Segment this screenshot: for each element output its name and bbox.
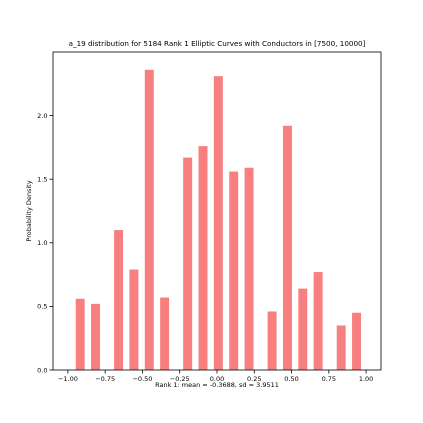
x-tick-label: 0.75 [322,375,336,383]
bar [313,272,323,370]
y-axis-ticks: 0.0 0.5 1.0 1.5 2.0 [37,112,53,374]
x-tick-label: −1.00 [58,375,78,383]
bar [336,325,346,370]
y-axis-label: Probability Density [25,180,33,241]
y-tick-label: 0.0 [37,366,47,374]
bar [244,167,254,370]
x-tick-label: −0.25 [170,375,190,383]
bar [229,171,239,370]
bar [282,125,292,370]
x-tick-label: 0.25 [247,375,261,383]
bar [129,269,139,370]
x-tick-label: −0.50 [132,375,152,383]
bar [198,146,208,370]
chart-title: a_19 distribution for 5184 Rank 1 Ellipt… [69,39,366,48]
bar [91,303,100,370]
bar [75,298,85,370]
bar [160,297,170,370]
x-tick-label: 1.00 [359,375,373,383]
x-tick-label: 0.00 [210,375,224,383]
y-tick-label: 1.5 [37,176,47,184]
plot-frame [52,51,382,371]
y-tick-label: 0.5 [37,303,47,311]
x-axis-ticks: −1.00 −0.75 −0.50 −0.25 0.00 0.25 0.50 0.75 1.00 [58,370,373,383]
bar [144,69,154,370]
x-axis-label: Rank 1: mean = -0.3688, sd = 3.9511 [155,381,279,389]
bar [352,312,361,370]
bar [183,157,193,370]
x-tick-label: −0.75 [95,375,115,383]
bar [114,230,124,370]
bar [298,288,308,370]
bar [267,311,277,370]
bar [213,76,223,371]
y-tick-label: 1.0 [37,239,47,247]
bars [75,69,361,371]
x-tick-label: 0.50 [284,375,298,383]
y-tick-label: 2.0 [37,112,47,120]
